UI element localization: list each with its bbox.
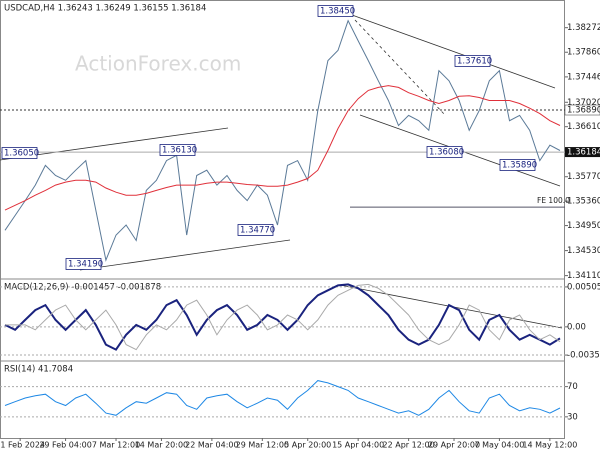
trendline (354, 19, 446, 116)
annotation-label: 1.36080 (429, 148, 464, 158)
annotation-box (317, 5, 354, 17)
annotation-label: 1.34190 (68, 260, 103, 270)
watermark: ActionForex.com (75, 52, 241, 76)
x-tick-label: 14 May 12:00 (522, 441, 577, 450)
series-line (5, 283, 561, 351)
y-tick-label: 0.00 (567, 322, 586, 332)
series-line (4, 19, 561, 262)
y-tick-label: 1.34950 (567, 221, 600, 231)
x-tick-label: 7 Mar 12:00 (92, 441, 140, 450)
level-box (564, 104, 600, 116)
annotation-label: 1.37610 (457, 57, 492, 67)
x-tick-label: 29 Mar 12:00 (236, 441, 289, 450)
price-title: USDCAD,H4 1.36243 1.36249 1.36155 1.3618… (4, 4, 206, 14)
annotation-box (159, 144, 196, 156)
y-tick-label: 1.37446 (567, 72, 600, 82)
x-tick-label: 29 Apr 20:00 (428, 441, 480, 450)
rsi-title: RSI(14) 41.7084 (4, 365, 73, 375)
annotation-label: 1.36130 (162, 146, 197, 156)
series-line (4, 85, 561, 211)
annotation-label: 1.34770 (240, 226, 275, 236)
y-tick-label: 1.35360 (567, 197, 600, 207)
level-label: 1.36890 (567, 106, 600, 116)
annotation-label: 1.36050 (4, 149, 39, 159)
y-tick-label: 0.005054 (567, 282, 600, 292)
y-tick-label: 1.35770 (567, 172, 600, 182)
trendline (351, 14, 556, 89)
trendline (0, 127, 229, 161)
x-tick-label: 29 Feb 04:00 (39, 441, 91, 450)
y-tick-label: 1.34530 (567, 246, 600, 256)
y-tick-label: 1.37860 (567, 48, 600, 58)
annotation-label: 1.35890 (502, 161, 537, 171)
y-tick-label: 1.38272 (567, 23, 600, 33)
x-tick-label: 7 May 04:00 (475, 441, 525, 450)
annotation-box (499, 159, 536, 171)
y-tick-label: -0.003569 (567, 351, 600, 361)
x-tick-label: 21 Feb 2024 (0, 441, 45, 450)
x-tick-label: 5 Apr 20:00 (284, 441, 331, 450)
y-tick-label: 30 (567, 412, 578, 422)
fe-label: FE 100.0 (537, 196, 570, 205)
y-tick-label: 70 (567, 382, 578, 392)
current-price-box (565, 147, 600, 158)
trendline (79, 239, 291, 271)
macd-title: MACD(12,26,9) -0.001457 -0.001878 (4, 283, 161, 293)
series-line (4, 380, 561, 416)
series-line (4, 283, 561, 351)
annotation-box (65, 258, 102, 270)
x-tick-label: 22 Mar 04:00 (185, 441, 238, 450)
x-tick-label: 22 Apr 12:00 (383, 441, 435, 450)
y-tick-label: 1.36610 (567, 122, 600, 132)
y-tick-label: 1.37020 (567, 98, 600, 108)
annotation-box (1, 147, 38, 159)
annotation-box (237, 224, 274, 236)
frame (0, 0, 565, 439)
annotation-box (426, 146, 463, 158)
annotation-label: 1.38450 (320, 7, 355, 17)
annotation-box (454, 55, 491, 67)
x-tick-label: 14 Mar 20:00 (135, 441, 188, 450)
y-tick-label: 1.34110 (567, 271, 600, 281)
x-tick-label: 15 Apr 04:00 (332, 441, 384, 450)
current-price-label: 1.36184 (567, 148, 600, 158)
